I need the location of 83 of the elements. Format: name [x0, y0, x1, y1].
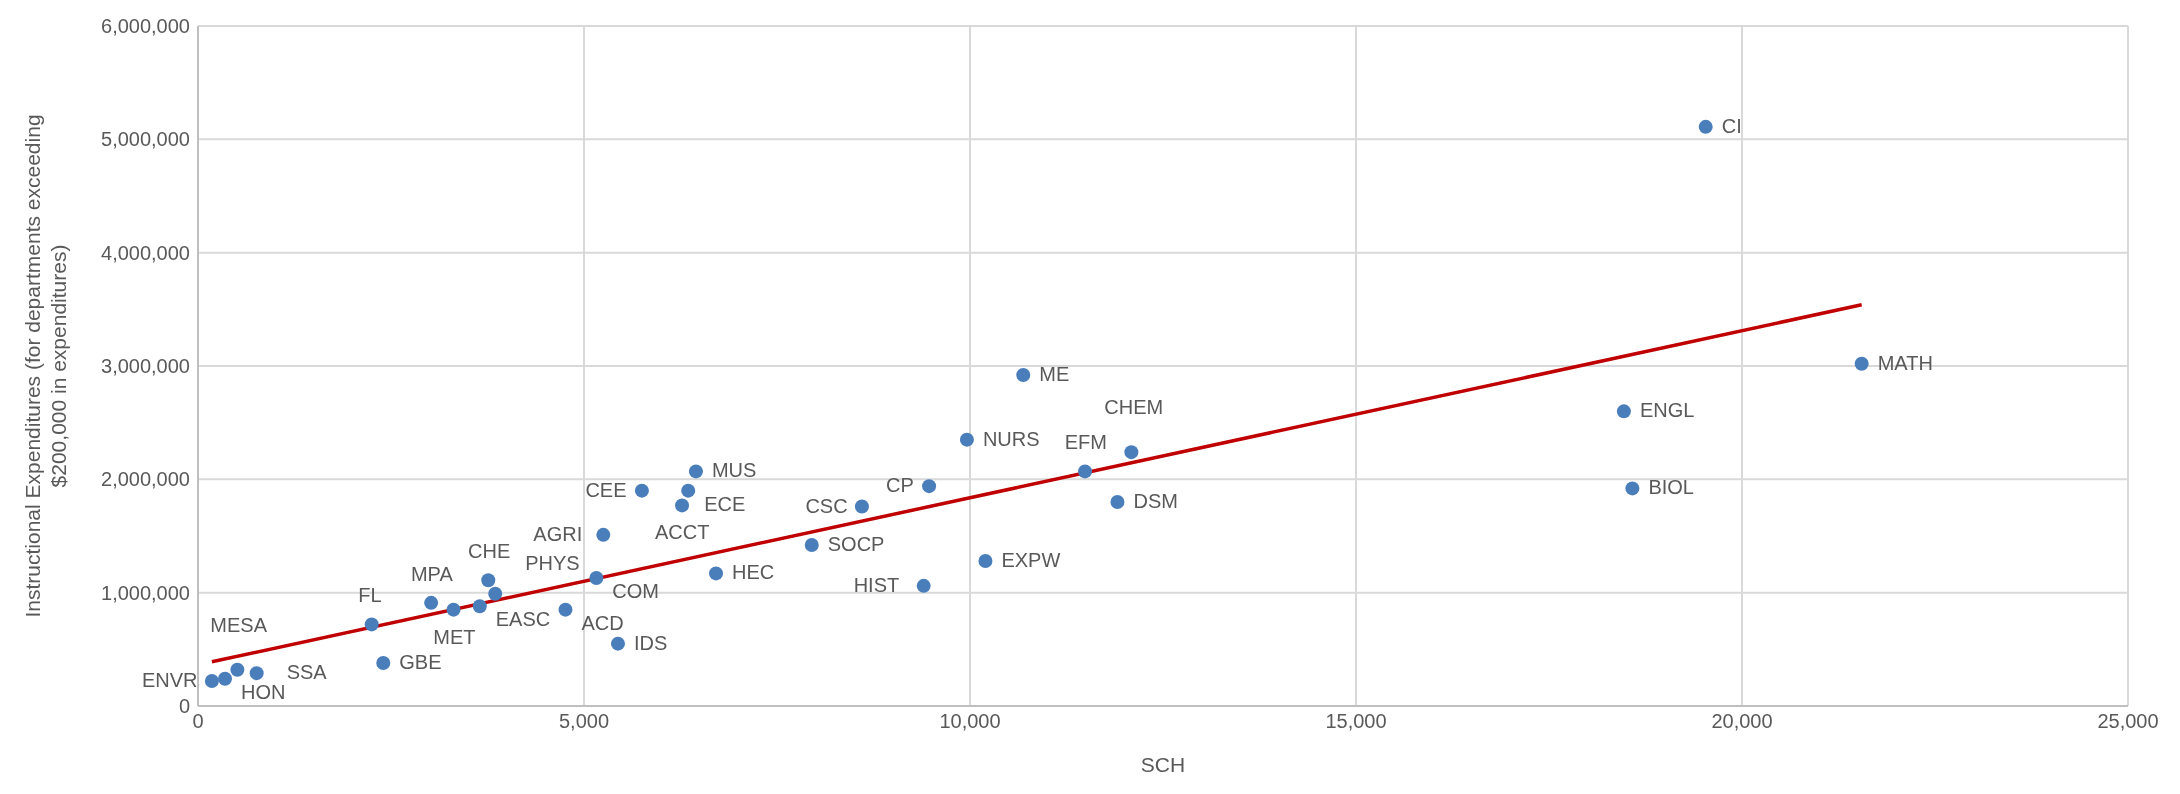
point	[249, 666, 264, 681]
y-tick-label: 6,000,000	[101, 15, 190, 38]
data-label: NURS	[982, 427, 1040, 450]
data-label: IDS	[633, 631, 668, 654]
point	[558, 602, 573, 617]
point	[364, 617, 379, 632]
point	[675, 498, 690, 513]
y-tick-label: 5,000,000	[101, 128, 190, 151]
y-tick-label: 1,000,000	[101, 581, 190, 604]
point	[610, 636, 625, 651]
point	[1124, 445, 1139, 460]
point	[709, 566, 724, 581]
point	[1110, 495, 1125, 509]
data-label: DSM	[1133, 490, 1178, 512]
x-tick-label: 0	[192, 710, 204, 733]
y-tick-label: 2,000,000	[101, 468, 190, 491]
data-label: HON	[241, 680, 286, 703]
data-label: GBE	[399, 650, 442, 673]
point	[596, 527, 611, 542]
data-label: ME	[1039, 363, 1070, 386]
point	[922, 479, 937, 494]
data-label: ENVR	[141, 669, 198, 692]
point	[472, 599, 487, 614]
data-label: COM	[612, 579, 660, 602]
data-label: MATH	[1877, 351, 1933, 374]
data-label: ECE	[704, 492, 746, 515]
data-label: ACCT	[655, 521, 710, 544]
point	[446, 602, 461, 617]
point	[230, 662, 245, 677]
data-label: MPA	[410, 562, 454, 585]
point	[204, 674, 219, 689]
point	[218, 671, 233, 686]
point	[481, 573, 496, 588]
data-label: SSA	[286, 661, 328, 684]
x-axis-title: SCH	[1140, 753, 1186, 776]
data-label: PHYS	[525, 551, 580, 574]
point	[854, 499, 869, 514]
point	[1625, 481, 1640, 496]
point	[1016, 368, 1031, 383]
data-label: BIOL	[1648, 476, 1694, 499]
x-tick-label: 15,000	[1325, 710, 1387, 733]
data-label: CHEM	[1104, 396, 1164, 419]
point	[488, 586, 503, 601]
data-label: ACD	[581, 611, 624, 634]
data-label: HIST	[853, 573, 900, 596]
point	[1616, 404, 1631, 419]
data-label: HEC	[732, 561, 775, 584]
point	[589, 570, 604, 585]
data-label: CSC	[805, 494, 848, 517]
data-label: CEE	[585, 478, 627, 501]
point	[959, 432, 974, 447]
point	[1078, 464, 1093, 479]
point	[804, 538, 819, 553]
x-tick-label: 10,000	[939, 710, 1001, 733]
y-tick-label: 4,000,000	[101, 241, 190, 264]
data-label: FL	[358, 584, 382, 607]
data-label: MET	[433, 625, 476, 648]
data-label: EFM	[1064, 431, 1107, 454]
data-label: MESA	[210, 613, 268, 636]
point	[634, 483, 649, 498]
x-tick-label: 5,000	[558, 710, 610, 733]
point	[1698, 119, 1713, 134]
point	[424, 595, 439, 610]
x-tick-label: 20,000	[1711, 710, 1773, 733]
point	[978, 553, 993, 568]
point	[681, 483, 696, 498]
x-tick-label: 25,000	[2097, 710, 2159, 733]
data-label: EASC	[495, 608, 551, 631]
data-label: CP	[886, 474, 914, 497]
data-label: AGRI	[533, 522, 583, 545]
point	[376, 655, 391, 670]
point	[916, 578, 931, 593]
data-label: SOCP	[827, 533, 885, 556]
data-label: CHE	[468, 540, 511, 563]
point	[688, 464, 703, 479]
data-label: EXPW	[1001, 548, 1061, 571]
data-label: ENGL	[1639, 399, 1695, 422]
y-tick-label: 0	[178, 695, 190, 718]
point	[1854, 356, 1869, 371]
y-axis-title: Instructional Expenditures (for departments exceeding $200,000 in expenditures)	[21, 114, 70, 618]
y-tick-label: 3,000,000	[101, 355, 190, 378]
data-label: CI	[1721, 114, 1742, 137]
data-label: MUS	[711, 459, 757, 482]
